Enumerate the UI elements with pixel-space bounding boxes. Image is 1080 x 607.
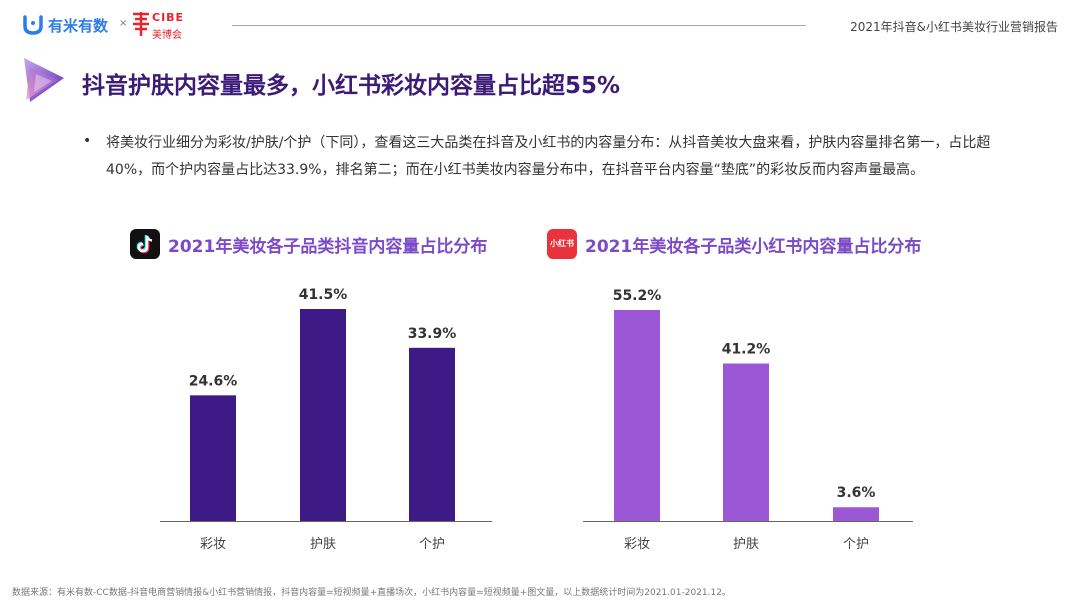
header: 有米有数 × CIBE 美博会 2021年抖音&小红书美妆行业营销报告: [0, 0, 1080, 50]
chart-title-xiaohongshu: 2021年美妆各子品类小红书内容量占比分布: [585, 237, 922, 257]
brand-separator: ×: [119, 18, 128, 29]
brand-youmi: 有米有数: [48, 17, 109, 35]
brand-meibohui: 美博会: [152, 30, 182, 41]
chart-title-douyin: 2021年美妆各子品类抖音内容量占比分布: [168, 237, 488, 257]
bullet-marker: •: [83, 133, 92, 149]
xiaohongshu-category-label-3: 个护: [843, 537, 869, 552]
douyin-category-label-3: 个护: [419, 537, 445, 552]
tiktok-icon: [130, 229, 160, 259]
xiaohongshu-bar-3: [833, 507, 879, 521]
brand-cibe: CIBE: [152, 11, 185, 24]
douyin-bar-3: [409, 347, 455, 521]
douyin-category-label-1: 彩妆: [200, 537, 226, 552]
xiaohongshu-bar-2: [723, 363, 769, 521]
report-title: 2021年抖音&小红书美妆行业营销报告: [850, 20, 1058, 34]
play-triangle-icon: [24, 58, 64, 102]
xiaohongshu-category-label-2: 护肤: [733, 537, 759, 552]
douyin-data-label-1: 24.6%: [189, 373, 238, 389]
xiaohongshu-data-label-3: 3.6%: [837, 485, 876, 501]
douyin-data-label-2: 41.5%: [299, 287, 348, 303]
header-divider: [232, 25, 806, 26]
cibe-logo-icon: [133, 12, 149, 36]
douyin-data-label-3: 33.9%: [408, 326, 457, 342]
douyin-category-label-2: 护肤: [310, 537, 336, 552]
xiaohongshu-category-label-1: 彩妆: [624, 537, 650, 552]
xiaohongshu-bar-1: [614, 310, 660, 521]
data-source-footnote: 数据来源：有米有数-CC数据-抖音电商营销情报&小红书营销情报，抖音内容量=短视…: [12, 588, 731, 598]
page-title: 抖音护肤内容量最多，小红书彩妆内容量占比超55%: [82, 73, 621, 99]
douyin-bar-2: [300, 309, 346, 521]
douyin-bar-1: [190, 395, 236, 521]
youmi-logo-icon: [23, 15, 43, 35]
xiaohongshu-data-label-2: 41.2%: [722, 342, 771, 358]
xiaohongshu-data-label-1: 55.2%: [613, 288, 662, 304]
xiaohongshu-icon: 小红书: [547, 229, 577, 259]
summary-text: 将美妆行业细分为彩妆/护肤/个护（下同），查看这三大品类在抖音及小红书的内容量分…: [106, 135, 991, 178]
